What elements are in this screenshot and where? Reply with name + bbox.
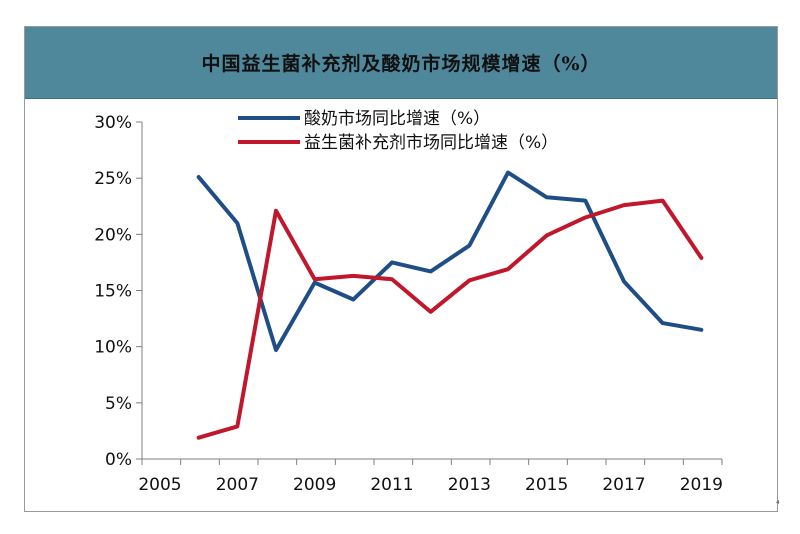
x-tick-label: 2019 bbox=[680, 475, 723, 495]
chart-legend: 酸奶市场同比增速（%） 益生菌补充剂市场同比增速（%） bbox=[238, 109, 558, 153]
chart-series-lines bbox=[196, 170, 704, 440]
x-tick-label: 2015 bbox=[525, 475, 568, 495]
y-tick-label: 5% bbox=[105, 394, 132, 414]
chart-frame: 中国益生菌补充剂及酸奶市场规模增速（%） bbox=[24, 26, 778, 512]
legend-label-probiotic: 益生菌补充剂市场同比增速（%） bbox=[304, 133, 558, 153]
chart-axes: 0% 5% 10% 15% 20% 25% 30% 2005 2007 2009 2011 2013 2… bbox=[94, 113, 723, 495]
y-tick-label: 15% bbox=[94, 282, 132, 302]
y-tick-label: 30% bbox=[94, 113, 132, 133]
x-tick-label: 2005 bbox=[138, 475, 181, 495]
y-tick-label: 0% bbox=[105, 450, 132, 470]
corner-mark: ⁴ bbox=[776, 500, 780, 510]
series-line-probiotic bbox=[196, 198, 704, 440]
x-tick-label: 2011 bbox=[370, 475, 413, 495]
series-line-yogurt bbox=[196, 170, 704, 353]
legend-label-yogurt: 酸奶市场同比增速（%） bbox=[304, 109, 490, 129]
chart-title: 中国益生菌补充剂及酸奶市场规模增速（%） bbox=[201, 53, 601, 75]
x-tick-label: 2009 bbox=[293, 475, 336, 495]
x-tick-label: 2007 bbox=[216, 475, 259, 495]
y-tick-label: 25% bbox=[94, 169, 132, 189]
title-bar: 中国益生菌补充剂及酸奶市场规模增速（%） bbox=[25, 27, 777, 99]
y-tick-label: 10% bbox=[94, 338, 132, 358]
x-tick-label: 2017 bbox=[602, 475, 645, 495]
x-tick-label: 2013 bbox=[448, 475, 491, 495]
y-tick-label: 20% bbox=[94, 225, 132, 245]
